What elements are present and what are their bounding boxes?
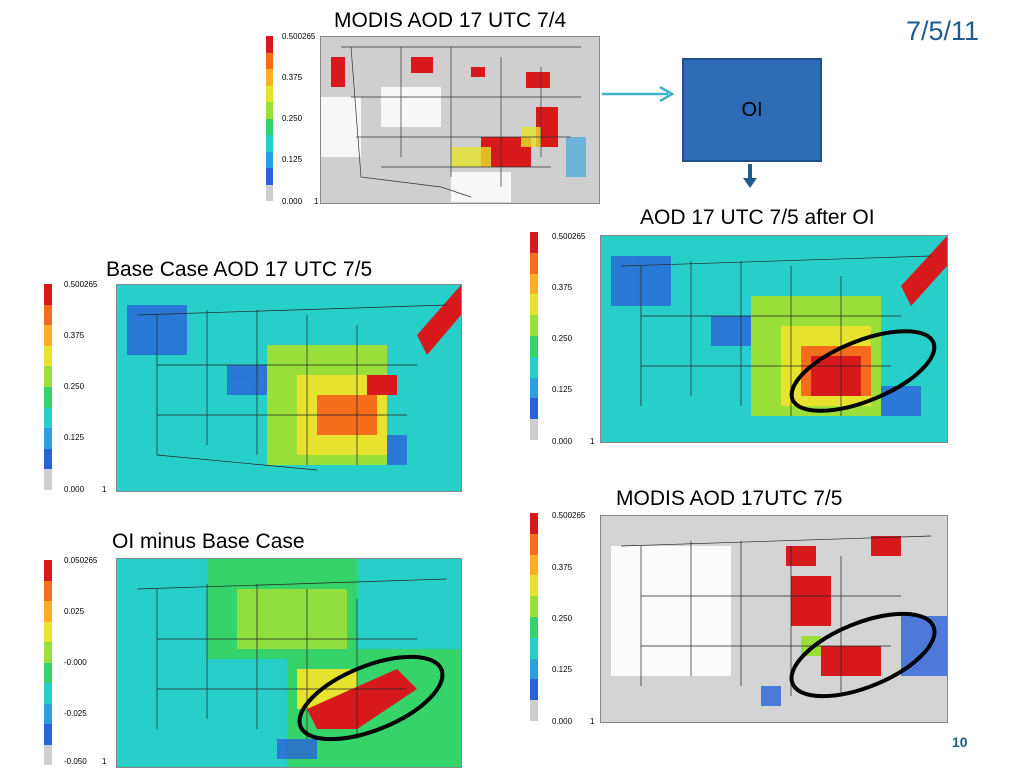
tick-label: 0.375 (282, 73, 303, 82)
title-base-case: Base Case AOD 17 UTC 7/5 (106, 258, 373, 281)
title-modis-7-5: MODIS AOD 17UTC 7/5 (616, 487, 843, 510)
tick-label: 0.000 (552, 717, 573, 726)
tick-label: 0.000 (282, 197, 303, 206)
down-arrow-icon (743, 164, 757, 188)
oi-box: OI (682, 58, 822, 162)
colorbar-modis-7-4 (266, 36, 273, 201)
colorbar-base-case (44, 284, 52, 490)
map-modis-7-5 (600, 515, 948, 723)
tick-label: 1 (590, 437, 595, 446)
tick-label: 1 (102, 757, 107, 766)
tick-label: 0.050265 (64, 556, 98, 565)
tick-label: -0.000 (64, 658, 87, 667)
tick-label: 0.125 (282, 155, 303, 164)
map-base-case (116, 284, 462, 492)
tick-label: 0.250 (552, 614, 573, 623)
map-after-oi (600, 235, 948, 443)
map-oi-minus-base (116, 558, 462, 768)
right-arrow-icon (602, 85, 675, 103)
tick-label: 0.250 (64, 382, 85, 391)
tick-label: 0.375 (64, 331, 85, 340)
tick-label: 0.125 (64, 433, 85, 442)
colorbar-oi-minus-base (44, 560, 52, 765)
title-after-oi: AOD 17 UTC 7/5 after OI (640, 206, 875, 229)
tick-label: 1 (314, 197, 319, 206)
tick-label: 0.500265 (552, 232, 586, 241)
tick-label: 1 (102, 485, 107, 494)
tick-label: 0.000 (64, 485, 85, 494)
tick-label: 0.375 (552, 563, 573, 572)
title-oi-minus-base: OI minus Base Case (112, 530, 305, 553)
tick-label: 0.125 (552, 665, 573, 674)
tick-label: -0.050 (64, 757, 87, 766)
tick-label: 0.375 (552, 283, 573, 292)
tick-label: 0.500265 (552, 511, 586, 520)
tick-label: 0.125 (552, 385, 573, 394)
page-number: 10 (952, 734, 968, 750)
oi-label: OI (741, 98, 763, 121)
map-modis-7-4 (320, 36, 600, 204)
tick-label: 0.500265 (282, 32, 316, 41)
colorbar-after-oi (530, 232, 538, 440)
tick-label: 0.250 (282, 114, 303, 123)
title-modis-7-4: MODIS AOD 17 UTC 7/4 (334, 9, 567, 32)
colorbar-modis-7-5 (530, 513, 538, 721)
tick-label: 0.500265 (64, 280, 98, 289)
tick-label: 0.000 (552, 437, 573, 446)
tick-label: 0.250 (552, 334, 573, 343)
tick-label: 1 (590, 717, 595, 726)
tick-label: -0.025 (64, 709, 87, 718)
slide-date: 7/5/11 (906, 16, 980, 46)
tick-label: 0.025 (64, 607, 85, 616)
